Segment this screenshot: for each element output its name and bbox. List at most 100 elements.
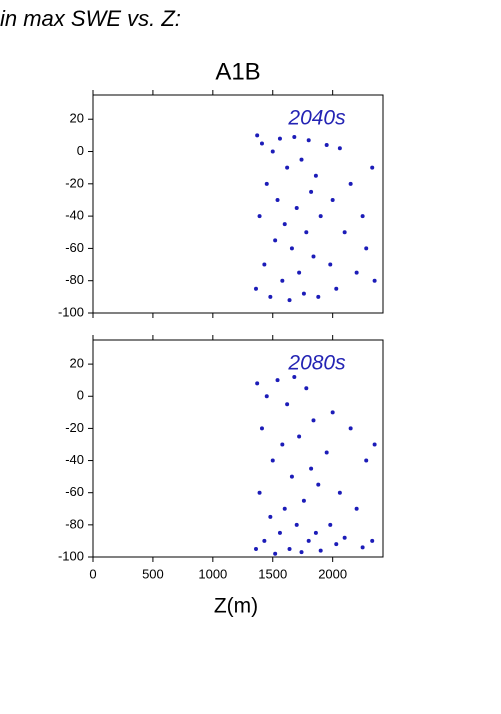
point <box>324 143 329 148</box>
point <box>301 291 306 296</box>
y-tick-label: 20 <box>70 356 84 371</box>
point <box>299 157 304 162</box>
point <box>309 189 314 194</box>
point <box>277 136 282 141</box>
y-tick-label: -40 <box>65 208 84 223</box>
y-tick-label: -100 <box>58 548 84 563</box>
point <box>364 458 369 463</box>
y-tick-label: 20 <box>70 111 84 126</box>
point <box>257 490 262 495</box>
y-tick-label: -40 <box>65 452 84 467</box>
point <box>264 394 269 399</box>
point <box>264 181 269 186</box>
point <box>273 238 278 243</box>
point <box>287 298 292 303</box>
x-tick-label: 500 <box>142 566 164 581</box>
point <box>294 206 299 211</box>
point <box>259 426 264 431</box>
point <box>268 514 273 519</box>
point <box>334 286 339 291</box>
point <box>348 181 353 186</box>
y-tick-label: -60 <box>65 484 84 499</box>
point <box>330 197 335 202</box>
point <box>297 434 302 439</box>
point <box>372 442 377 447</box>
point <box>289 474 294 479</box>
point <box>282 506 287 511</box>
point <box>253 286 258 291</box>
point <box>304 386 309 391</box>
point <box>262 538 267 543</box>
point <box>253 546 258 551</box>
chart-title: A1B <box>215 58 260 85</box>
point <box>268 294 273 299</box>
point <box>255 133 260 138</box>
point <box>304 230 309 235</box>
x-tick-label: 1000 <box>198 566 227 581</box>
x-tick-label: 2000 <box>318 566 347 581</box>
point <box>360 545 365 550</box>
y-tick-label: -80 <box>65 516 84 531</box>
point <box>285 402 290 407</box>
y-tick-label: 0 <box>77 143 84 158</box>
point <box>259 141 264 146</box>
point <box>275 197 280 202</box>
point <box>311 418 316 423</box>
point <box>309 466 314 471</box>
point <box>301 498 306 503</box>
point <box>316 482 321 487</box>
point <box>337 490 342 495</box>
point <box>270 149 275 154</box>
x-tick-label: 0 <box>89 566 96 581</box>
point <box>282 222 287 227</box>
x-tick-label: 1500 <box>258 566 287 581</box>
y-tick-label: -100 <box>58 304 84 319</box>
point <box>354 270 359 275</box>
point <box>337 146 342 151</box>
point <box>287 546 292 551</box>
x-axis-label: Z(m) <box>214 595 258 618</box>
point <box>328 522 333 527</box>
page-heading: in max SWE vs. Z: <box>0 6 181 31</box>
point <box>354 506 359 511</box>
point <box>318 214 323 219</box>
annotation: 2040s <box>287 107 346 130</box>
y-tick-label: -80 <box>65 272 84 287</box>
point <box>292 374 297 379</box>
point <box>277 530 282 535</box>
point <box>324 450 329 455</box>
point <box>316 294 321 299</box>
point <box>285 165 290 170</box>
point <box>275 378 280 383</box>
point <box>270 458 275 463</box>
y-tick-label: -20 <box>65 420 84 435</box>
point <box>348 426 353 431</box>
y-tick-label: -60 <box>65 240 84 255</box>
point <box>289 246 294 251</box>
point <box>257 214 262 219</box>
point <box>292 134 297 139</box>
point <box>306 138 311 143</box>
point <box>306 538 311 543</box>
point <box>280 442 285 447</box>
point <box>297 270 302 275</box>
point <box>372 278 377 283</box>
point <box>328 262 333 267</box>
y-tick-label: -20 <box>65 175 84 190</box>
point <box>342 535 347 540</box>
point <box>334 542 339 547</box>
point <box>313 173 318 178</box>
point <box>262 262 267 267</box>
point <box>313 530 318 535</box>
point <box>370 538 375 543</box>
point <box>370 165 375 170</box>
point <box>342 230 347 235</box>
point <box>330 410 335 415</box>
point <box>364 246 369 251</box>
point <box>318 548 323 553</box>
point <box>255 381 260 386</box>
annotation: 2080s <box>287 352 346 375</box>
plot-frame <box>92 94 384 314</box>
